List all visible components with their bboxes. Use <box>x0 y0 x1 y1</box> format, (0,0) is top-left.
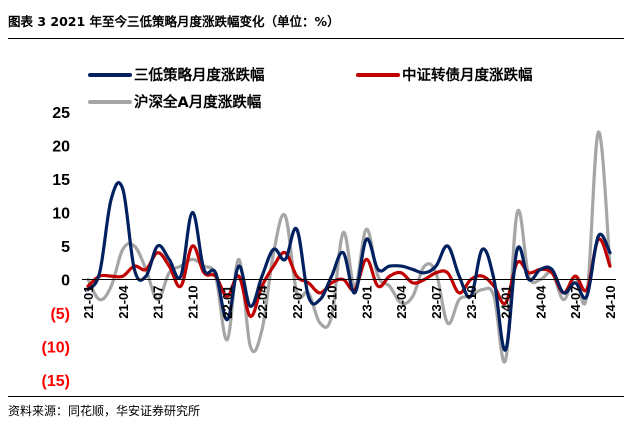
series-line-2 <box>86 130 612 364</box>
x-tick-label: 22-07 <box>290 286 305 319</box>
series-line-0 <box>86 181 612 352</box>
y-tick-label: 15 <box>52 172 70 189</box>
y-tick-label: 10 <box>52 206 70 223</box>
x-tick-label: 23-04 <box>394 285 409 319</box>
x-tick-label: 21-04 <box>116 285 131 319</box>
x-tick-label: 23-10 <box>464 286 479 319</box>
legend: 三低策略月度涨跌幅 中证转债月度涨跌幅 沪深全A月度涨跌幅 <box>88 66 533 111</box>
bottom-rule <box>8 396 624 397</box>
x-tick-label: 21-10 <box>185 286 200 319</box>
plot-area <box>86 130 612 364</box>
x-tick-label: 23-07 <box>429 286 444 319</box>
y-tick-label: 5 <box>61 239 70 256</box>
x-tick-label: 24-07 <box>568 286 583 319</box>
legend-label-series-2: 沪深全A月度涨跌幅 <box>134 93 262 111</box>
x-tick-label: 24-01 <box>499 285 514 318</box>
source-note: 资料来源：同花顺，华安证券研究所 <box>8 404 201 418</box>
x-tick-label: 24-10 <box>603 286 618 319</box>
figure-title: 图表 3 2021 年至今三低策略月度涨跌幅变化（单位：%） <box>8 14 340 29</box>
x-tick-label: 22-04 <box>255 285 270 319</box>
legend-label-series-1: 中证转债月度涨跌幅 <box>402 66 533 84</box>
x-axis: 21-01 21-04 21-07 21-10 22-01 22-04 22-07 22-10… <box>81 279 618 319</box>
x-tick-label: 22-01 <box>220 286 235 319</box>
y-tick-label: 0 <box>61 273 70 290</box>
x-tick-label: 21-01 <box>81 286 96 319</box>
y-tick-label: (15) <box>42 373 70 390</box>
x-tick-label: 22-10 <box>325 286 340 319</box>
y-tick-label: 25 <box>52 105 70 122</box>
legend-label-series-0: 三低策略月度涨跌幅 <box>134 66 265 84</box>
y-tick-label: (5) <box>50 306 70 323</box>
x-tick-label: 21-07 <box>151 286 166 319</box>
y-tick-label: 20 <box>52 139 70 156</box>
y-axis: 25 20 15 10 5 0 (5) (10) (15) <box>42 105 71 390</box>
top-rule <box>8 38 624 39</box>
y-tick-label: (10) <box>42 340 70 357</box>
x-tick-label: 23-01 <box>359 286 374 319</box>
x-tick-label: 24-04 <box>533 285 548 319</box>
